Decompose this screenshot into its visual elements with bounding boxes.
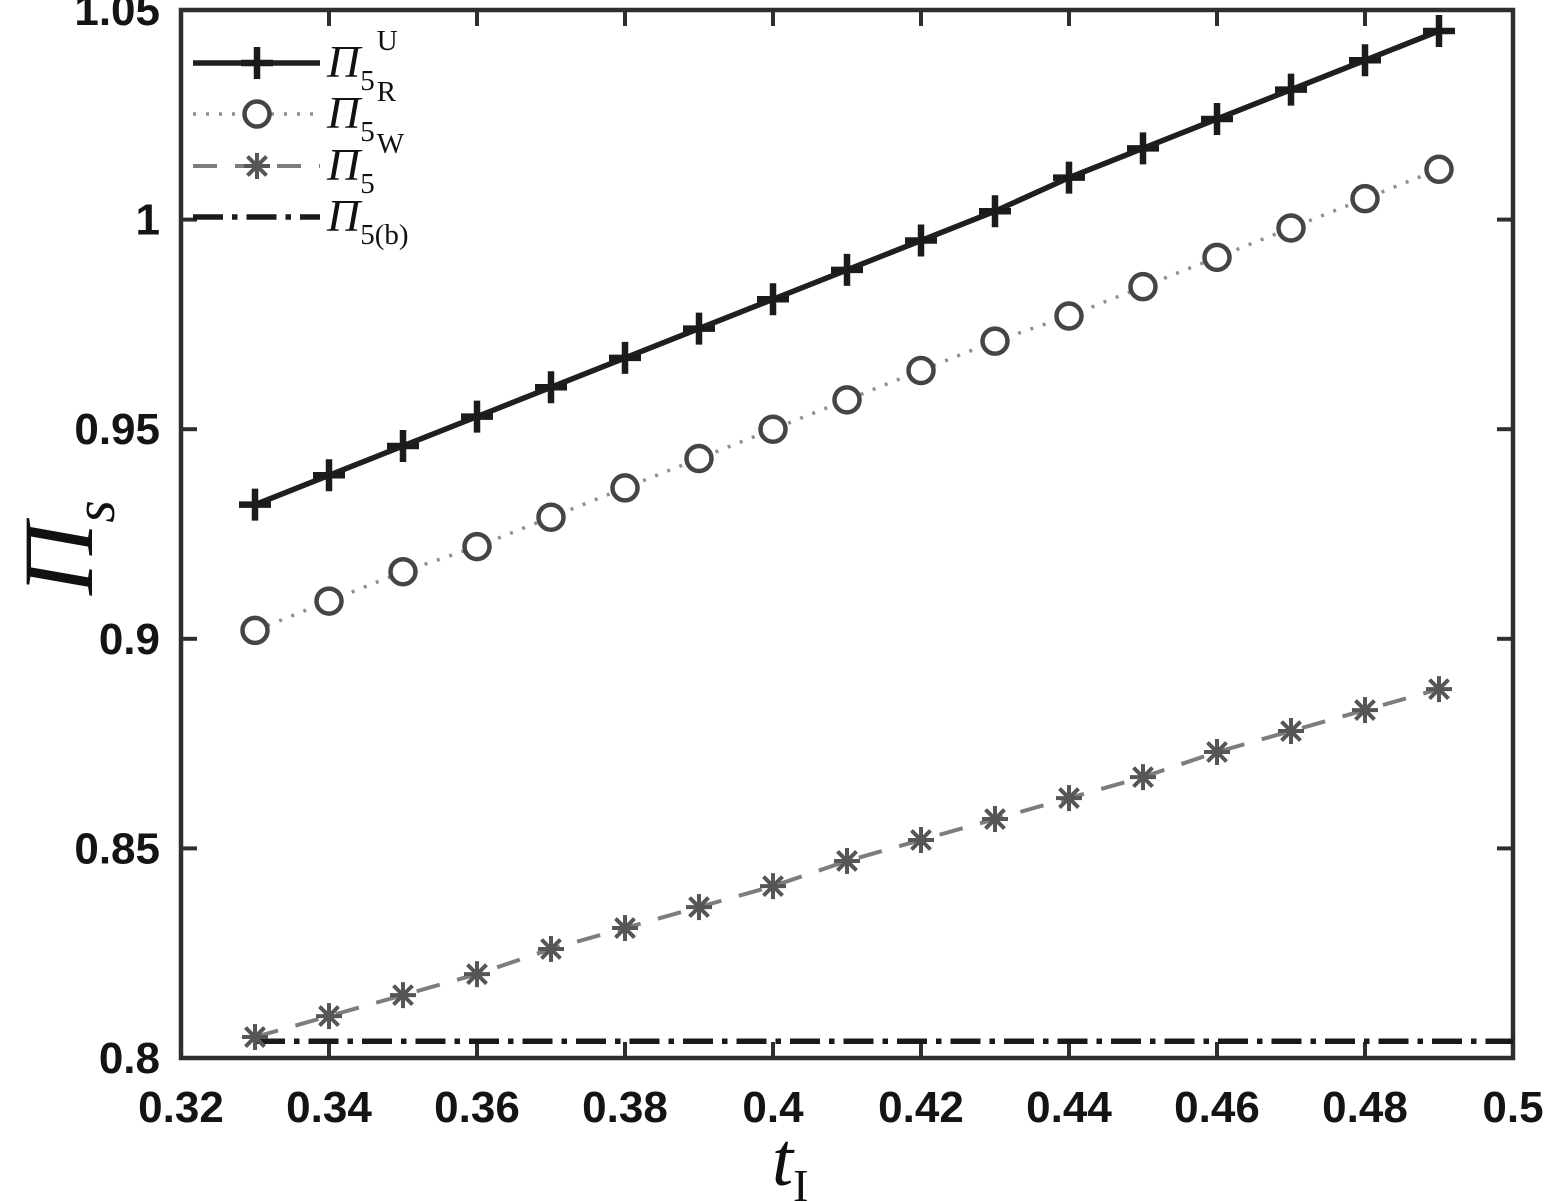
legend-label-Pi5U: Π5U xyxy=(326,25,398,97)
x-tick-label: 0.36 xyxy=(434,1083,520,1132)
legend-label-Pi5W: Π5W xyxy=(326,128,405,200)
y-tick-label: 0.95 xyxy=(74,405,160,454)
x-tick-label: 0.38 xyxy=(582,1083,668,1132)
legend-item-Pi5W: Π5W xyxy=(193,128,405,200)
tick-marks xyxy=(179,8,1515,1060)
legend-item-Pi5R: Π5R xyxy=(193,76,397,148)
y-tick-label: 1.05 xyxy=(74,0,160,35)
series-Pi5U xyxy=(239,14,1455,521)
x-tick-label: 0.5 xyxy=(1482,1083,1543,1132)
x-tick-label: 0.32 xyxy=(138,1083,224,1132)
y-tick-label: 0.9 xyxy=(99,615,160,664)
x-tick-label: 0.34 xyxy=(286,1083,372,1132)
y-tick-label: 0.85 xyxy=(74,824,160,873)
y-tick-label: 0.8 xyxy=(99,1034,160,1083)
y-axis-tick-labels: 0.8 0.85 0.9 0.95 1 1.05 xyxy=(74,0,160,1083)
x-axis-tick-labels: 0.32 0.34 0.36 0.38 0.4 0.42 0.44 0.46 0.48 0.5 xyxy=(138,1083,1543,1132)
x-tick-label: 0.42 xyxy=(878,1083,964,1132)
series-group xyxy=(239,14,1513,1051)
series-Pi5R xyxy=(240,154,1454,646)
x-tick-label: 0.44 xyxy=(1026,1083,1112,1132)
axes xyxy=(178,7,1516,1061)
legend-label-Pi5b: Π5(b) xyxy=(326,190,409,251)
series-Pi5W xyxy=(242,676,1452,1051)
axis-titles: Πs tI xyxy=(3,500,808,1202)
x-tick-label: 0.46 xyxy=(1174,1083,1260,1132)
legend-label-Pi5R: Π5R xyxy=(326,76,397,148)
x-tick-label: 0.48 xyxy=(1322,1083,1408,1132)
x-axis-label: tI xyxy=(772,1118,808,1202)
legend-item-Pi5U: Π5U xyxy=(193,25,398,97)
legend-item-Pi5b: Π5(b) xyxy=(193,190,409,251)
y-axis-label: Πs xyxy=(3,500,127,596)
y-tick-label: 1 xyxy=(136,196,160,245)
x-tick-label: 0.4 xyxy=(742,1083,804,1132)
